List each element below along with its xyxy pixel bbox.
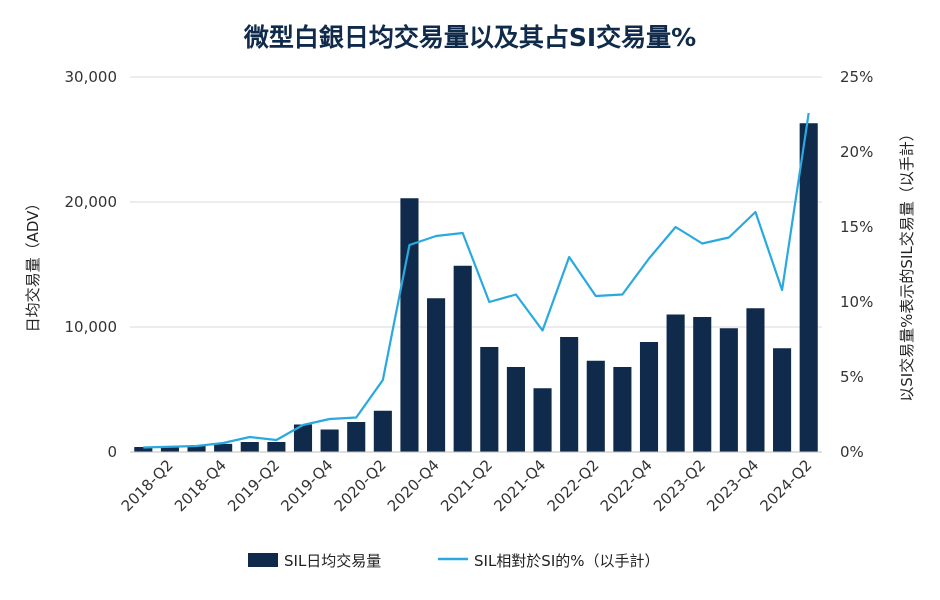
bar <box>613 367 632 452</box>
bar <box>320 429 339 452</box>
bar <box>773 348 792 452</box>
x-tick-label: 2023-Q2 <box>650 456 709 515</box>
x-tick-label: 2019-Q4 <box>277 456 336 515</box>
y2-tick-label: 15% <box>840 218 873 236</box>
bar <box>214 443 233 452</box>
bar <box>373 410 392 452</box>
x-tick-label: 2018-Q2 <box>118 456 177 515</box>
bar <box>240 442 259 452</box>
y-axis-label: 日均交易量（ADV） <box>24 196 42 333</box>
x-tick-label: 2022-Q4 <box>597 456 656 515</box>
bar <box>453 265 472 452</box>
y2-tick-label: 0% <box>840 443 864 461</box>
bar <box>187 445 206 452</box>
legend-line-label: SIL相對於SI的%（以手計） <box>474 552 660 570</box>
bar <box>560 337 579 452</box>
bar <box>293 424 313 452</box>
bar <box>639 342 659 452</box>
line-series <box>143 112 810 449</box>
x-tick-label: 2019-Q2 <box>224 456 283 515</box>
legend-bar-swatch <box>248 553 278 567</box>
bar <box>427 298 446 452</box>
bar <box>134 447 153 452</box>
y2-tick-label: 5% <box>840 368 864 386</box>
y2-tick-label: 10% <box>840 293 873 311</box>
x-tick-label: 2023-Q4 <box>703 456 762 515</box>
y-tick-label: 30,000 <box>65 68 118 86</box>
x-tick-label: 2024-Q2 <box>756 456 815 515</box>
chart-title: 微型白銀日均交易量以及其占SI交易量% <box>243 23 697 52</box>
y2-tick-label: 20% <box>840 143 873 161</box>
x-tick-label: 2021-Q2 <box>437 456 496 515</box>
bar <box>719 328 738 452</box>
x-tick-label: 2018-Q4 <box>171 456 230 515</box>
bar <box>400 198 419 452</box>
bar <box>533 388 552 452</box>
x-tick-label: 2020-Q4 <box>384 456 443 515</box>
y2-tick-label: 25% <box>840 68 873 86</box>
y-tick-label: 10,000 <box>65 318 118 336</box>
x-tick-label: 2020-Q2 <box>331 456 390 515</box>
bar <box>267 442 286 452</box>
y-tick-label: 20,000 <box>65 193 118 211</box>
bar <box>347 422 366 452</box>
y2-axis-label: 以SI交易量%表示的SIL交易量（以手計） <box>898 126 916 402</box>
bar <box>693 317 712 452</box>
x-tick-label: 2021-Q4 <box>490 456 549 515</box>
bar <box>586 360 605 452</box>
bar <box>160 446 179 452</box>
x-tick-label: 2022-Q2 <box>544 456 603 515</box>
bar <box>666 314 685 452</box>
bar <box>506 367 525 452</box>
bar <box>799 123 818 452</box>
bar <box>480 347 499 452</box>
y-tick-label: 0 <box>107 443 117 461</box>
legend-bar-label: SIL日均交易量 <box>284 552 381 570</box>
bar <box>746 308 765 452</box>
